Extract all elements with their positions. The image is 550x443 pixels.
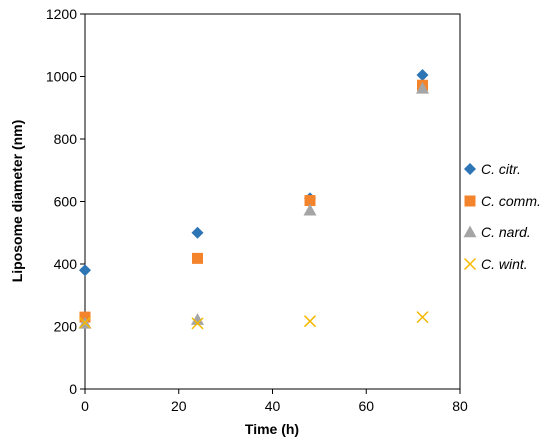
legend-marker-series-1 [464, 163, 476, 175]
legend-label: C. wint. [481, 256, 528, 272]
data-point-series-3 [303, 203, 317, 216]
legend-label: C. citr. [481, 161, 521, 177]
y-tick-label: 600 [54, 194, 78, 210]
x-tick-label: 80 [452, 398, 468, 414]
data-point-series-1 [79, 264, 91, 277]
y-tick-label: 0 [69, 381, 77, 397]
y-tick-label: 400 [54, 256, 78, 272]
data-points [78, 68, 429, 330]
data-point-series-3 [416, 81, 429, 94]
legend-label: C. nard. [481, 224, 531, 240]
data-point-series-1 [191, 226, 204, 239]
legend: C. citr. C. comm. C. nard. C. wint. [463, 161, 541, 272]
x-tick-label: 60 [358, 398, 374, 414]
legend-marker-series-4 [463, 257, 477, 271]
x-tick-label: 0 [81, 398, 89, 414]
x-axis-title: Time (h) [245, 421, 299, 437]
y-axis-title: Liposome diameter (nm) [9, 120, 25, 283]
data-point-series-4 [303, 315, 317, 328]
legend-label: C. comm. [481, 193, 541, 209]
x-tick-label: 40 [265, 398, 281, 414]
data-point-series-4 [78, 316, 92, 329]
y-tick-label: 1000 [46, 69, 77, 85]
x-tick-label: 20 [171, 398, 187, 414]
y-tick-label: 800 [54, 131, 78, 147]
data-point-series-1 [416, 68, 429, 81]
data-point-series-4 [416, 311, 429, 324]
plot-area [84, 13, 461, 390]
x-axis-ticks: 0 20 40 60 80 [81, 389, 468, 414]
data-point-series-3 [191, 313, 204, 325]
data-point-series-2 [304, 195, 316, 207]
legend-marker-series-2 [464, 195, 476, 207]
y-tick-label: 200 [54, 319, 78, 335]
y-tick-label: 1200 [46, 6, 77, 22]
data-point-series-4 [191, 317, 204, 330]
y-axis-ticks: 0 200 400 600 800 1000 1200 [46, 6, 85, 397]
data-point-series-2 [192, 252, 203, 264]
legend-marker-series-3 [463, 225, 477, 238]
